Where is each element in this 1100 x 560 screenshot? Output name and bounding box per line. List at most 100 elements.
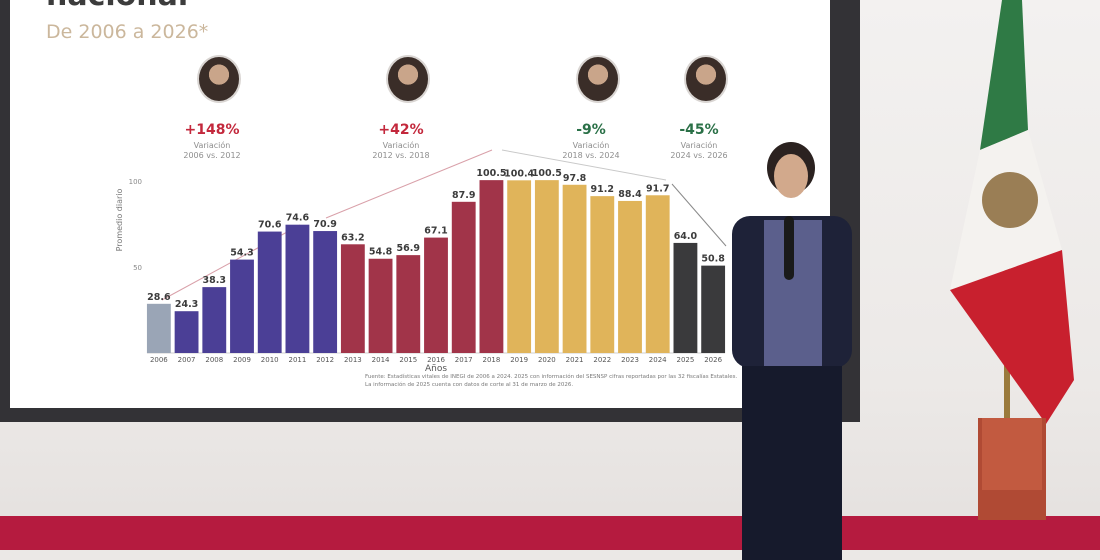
podium-top (982, 418, 1042, 490)
bar-value-label-2020: 100.5 (532, 168, 562, 179)
bar-2017 (451, 201, 476, 353)
x-tick-label-2007: 2007 (178, 356, 196, 364)
bar-value-label-2014: 54.8 (369, 247, 393, 258)
variation-1-label: Variación (193, 141, 231, 150)
bar-2016 (424, 237, 448, 353)
bar-value-label-2009: 54.3 (230, 248, 253, 259)
y-tick-label-100: 100 (129, 178, 142, 186)
y-axis-label: Promedio diario (115, 189, 124, 252)
trend-arrow-4 (671, 183, 727, 247)
trend-arrow-2 (325, 149, 493, 219)
bar-2019 (507, 180, 532, 353)
bar-2014 (368, 258, 393, 353)
bar-2007 (174, 311, 199, 353)
x-tick-label-2015: 2015 (399, 356, 417, 364)
x-tick-label-2020: 2020 (538, 356, 556, 364)
x-tick-label-2022: 2022 (593, 356, 611, 364)
bar-value-label-2026: 50.8 (701, 254, 725, 265)
bar-value-label-2025: 64.0 (674, 231, 698, 242)
bar-2015 (396, 255, 421, 353)
screen-frame: nacional De 2006 a 2026* +148% Variación… (0, 0, 860, 422)
bar-2012 (313, 231, 338, 353)
speaker-face (774, 154, 808, 198)
bar-value-label-2008: 38.3 (203, 275, 226, 286)
bar-2009 (230, 259, 254, 353)
bar-value-label-2023: 88.4 (618, 189, 642, 200)
variation-1-caption: Variación 2006 vs. 2012 (157, 141, 267, 161)
variation-3-percent: -9% (576, 122, 606, 138)
variation-3-period: 2018 vs. 2024 (562, 151, 620, 160)
variation-2-caption: Variación 2012 vs. 2018 (346, 141, 456, 161)
x-tick-label-2014: 2014 (372, 356, 390, 364)
bar-chart: Promedio diario Años 50 100 28.6 2006 24.3 20… (115, 149, 727, 374)
bar-2026 (701, 265, 726, 353)
bar-value-label-2006: 28.6 (147, 292, 171, 303)
coat-of-arms-icon (982, 172, 1038, 228)
bar-2020 (534, 180, 559, 353)
microphone-icon (784, 216, 794, 280)
bar-2013 (340, 244, 365, 353)
source-note: Fuente: Estadísticas vitales de INEGI de… (365, 374, 738, 388)
flag-red-stripe (950, 250, 1074, 424)
bar-value-label-2015: 56.9 (397, 243, 420, 254)
x-tick-label-2016: 2016 (427, 356, 445, 364)
y-tick-label-50: 50 (133, 264, 142, 272)
variation-2-label: Variación (382, 141, 420, 150)
bar-value-label-2022: 91.2 (591, 184, 614, 195)
variation-3-label: Variación (572, 141, 610, 150)
portrait-4-avatar (684, 55, 728, 103)
x-tick-label-2008: 2008 (205, 356, 223, 364)
x-tick-label-2026: 2026 (704, 356, 722, 364)
bar-2010 (257, 231, 282, 353)
bar-value-label-2019: 100.4 (504, 168, 534, 179)
portrait-2-avatar (386, 55, 430, 103)
flag-green-stripe (980, 0, 1028, 150)
x-tick-label-2023: 2023 (621, 356, 639, 364)
portrait-3-avatar (576, 55, 620, 103)
bar-2008 (202, 287, 227, 353)
bar-value-label-2010: 70.6 (258, 220, 282, 231)
bar-value-label-2017: 87.9 (452, 190, 475, 201)
bar-value-label-2011: 74.6 (286, 213, 310, 224)
x-tick-label-2025: 2025 (677, 356, 695, 364)
bar-2023 (618, 200, 642, 353)
bar-2022 (590, 196, 615, 353)
mexico-flag (950, 0, 1074, 424)
speaker (732, 142, 852, 560)
bar-2021 (562, 184, 587, 353)
variation-4-period: 2024 vs. 2026 (670, 151, 728, 160)
variation-2-period: 2012 vs. 2018 (372, 151, 430, 160)
bar-value-label-2013: 63.2 (341, 232, 364, 243)
x-tick-label-2018: 2018 (483, 356, 501, 364)
x-tick-label-2013: 2013 (344, 356, 362, 364)
x-tick-label-2017: 2017 (455, 356, 473, 364)
x-tick-label-2006: 2006 (150, 356, 168, 364)
variation-3-caption: Variación 2018 vs. 2024 (536, 141, 646, 161)
x-tick-label-2009: 2009 (233, 356, 251, 364)
variation-1-percent: +148% (184, 122, 240, 138)
x-tick-label-2011: 2011 (289, 356, 307, 364)
slide-screen: nacional De 2006 a 2026* +148% Variación… (10, 0, 830, 408)
bar-value-label-2007: 24.3 (175, 299, 198, 310)
bar-2018 (479, 180, 504, 353)
trend-arrow-3 (501, 149, 667, 181)
speaker-trousers (742, 366, 842, 560)
bar-value-label-2018: 100.5 (476, 168, 506, 179)
portrait-1-avatar (197, 55, 241, 103)
variation-4-percent: -45% (679, 122, 719, 138)
stage-carpet (0, 516, 1100, 550)
variation-2-percent: +42% (378, 122, 424, 138)
x-tick-label-2012: 2012 (316, 356, 334, 364)
x-axis-label: Años (425, 364, 447, 374)
bar-value-label-2016: 67.1 (424, 226, 447, 237)
slide-title: nacional (46, 0, 188, 13)
bar-value-label-2021: 97.8 (563, 173, 587, 184)
bar-value-label-2024: 91.7 (646, 183, 669, 194)
bar-2025 (673, 242, 698, 353)
x-tick-label-2010: 2010 (261, 356, 279, 364)
variation-4-caption: Variación 2024 vs. 2026 (644, 141, 754, 161)
variation-1-period: 2006 vs. 2012 (183, 151, 241, 160)
x-tick-label-2021: 2021 (566, 356, 584, 364)
bar-value-label-2012: 70.9 (313, 219, 336, 230)
slide-subtitle: De 2006 a 2026* (46, 21, 209, 43)
